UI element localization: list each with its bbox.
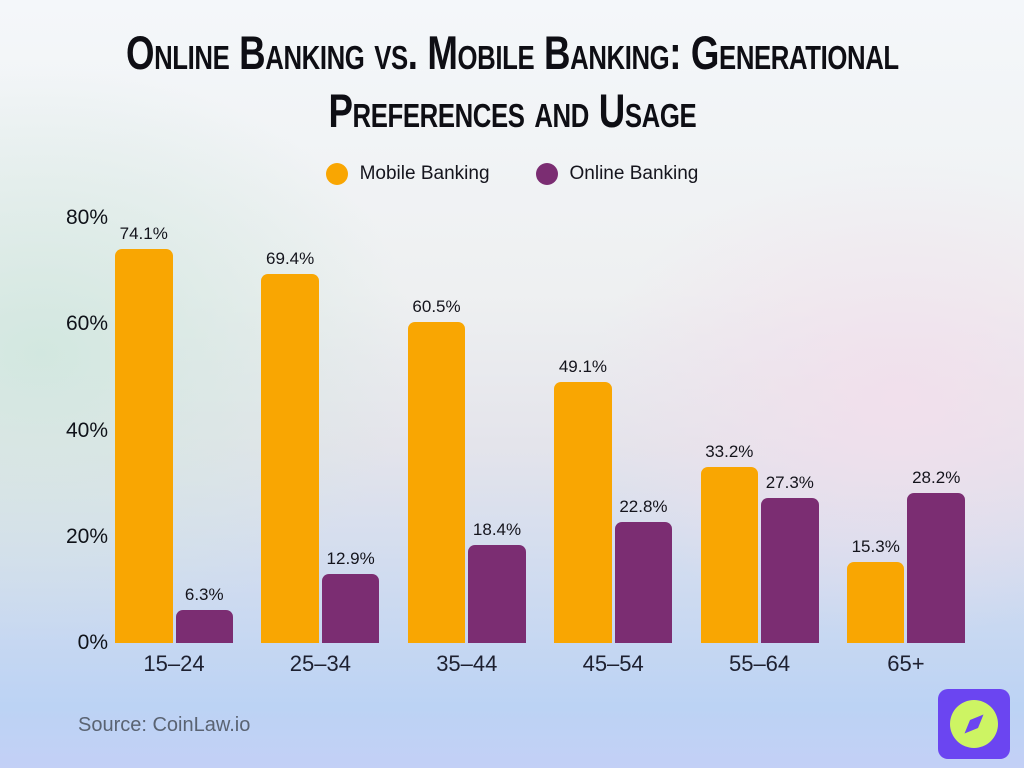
legend-label: Online Banking bbox=[569, 163, 699, 184]
bar-mobile-banking: 60.5% bbox=[407, 297, 466, 643]
bar-group: 33.2% 27.3% 55–64 bbox=[700, 218, 819, 676]
bar-value-label: 22.8% bbox=[619, 496, 668, 516]
bar-online-banking: 12.9% bbox=[321, 549, 380, 643]
bar-online-banking: 6.3% bbox=[175, 585, 233, 643]
bar-mobile-banking: 15.3% bbox=[846, 537, 905, 643]
bar-value-label: 74.1% bbox=[119, 224, 168, 244]
legend-item-mobile-banking: Mobile Banking bbox=[325, 163, 490, 185]
bar-value-label: 28.2% bbox=[912, 468, 961, 488]
legend-item-online-banking: Online Banking bbox=[535, 163, 699, 185]
bar-value-label: 15.3% bbox=[851, 536, 900, 556]
bar-group: 60.5% 18.4% 35–44 bbox=[407, 218, 526, 676]
online-banking-swatch-icon bbox=[535, 163, 558, 185]
x-axis-label: 15–24 bbox=[143, 651, 205, 676]
x-axis-label: 35–44 bbox=[436, 651, 498, 676]
bar-value-label: 33.2% bbox=[705, 441, 754, 461]
y-axis: 0% 20% 40% 60% 80% bbox=[30, 206, 108, 654]
bar-value-label: 60.5% bbox=[412, 296, 461, 316]
compass-icon bbox=[950, 700, 998, 748]
plot-area: 74.1% 6.3% 15–24 69.4% 12.9% 25–34 60.5% 18.4% 3… bbox=[115, 218, 965, 676]
x-axis-label: 65+ bbox=[887, 651, 925, 676]
bar-value-label: 49.1% bbox=[558, 357, 608, 377]
bar-group: 15.3% 28.2% 65+ bbox=[846, 218, 965, 676]
bar-online-banking: 22.8% bbox=[614, 497, 673, 643]
bar-mobile-banking: 49.1% bbox=[554, 357, 612, 643]
bar-mobile-banking: 33.2% bbox=[700, 442, 759, 643]
y-axis-tick: 40% bbox=[65, 418, 108, 442]
x-axis-label: 55–64 bbox=[728, 651, 791, 676]
bar-group: 49.1% 22.8% 45–54 bbox=[554, 218, 673, 676]
bar-value-label: 27.3% bbox=[765, 472, 814, 492]
page-title-text: Online Banking vs. Mobile Banking: Gener… bbox=[125, 26, 899, 138]
x-axis-label: 25–34 bbox=[289, 651, 351, 676]
x-axis-label: 45–54 bbox=[582, 651, 644, 676]
bar-value-label: 18.4% bbox=[472, 520, 522, 540]
bar-mobile-banking: 69.4% bbox=[261, 249, 319, 643]
mobile-banking-swatch-icon bbox=[325, 163, 348, 185]
chart-legend: Mobile Banking Online Banking bbox=[0, 163, 1024, 185]
y-axis-tick: 80% bbox=[65, 206, 108, 229]
bar-value-label: 12.9% bbox=[326, 549, 375, 569]
y-axis-tick: 20% bbox=[65, 524, 108, 548]
bar-group: 74.1% 6.3% 15–24 bbox=[115, 218, 233, 676]
source-credit: Source: CoinLaw.io bbox=[78, 714, 251, 736]
page-title: Online Banking vs. Mobile Banking: Gener… bbox=[0, 24, 1024, 141]
bar-online-banking: 18.4% bbox=[468, 520, 526, 643]
y-axis-tick: 60% bbox=[65, 312, 108, 336]
y-axis-tick: 0% bbox=[77, 631, 108, 654]
bar-online-banking: 27.3% bbox=[761, 473, 819, 643]
bar-group: 69.4% 12.9% 25–34 bbox=[261, 218, 380, 676]
coinlaw-logo bbox=[938, 689, 1010, 759]
bar-value-label: 6.3% bbox=[184, 584, 224, 604]
legend-label: Mobile Banking bbox=[359, 163, 490, 184]
bar-value-label: 69.4% bbox=[266, 249, 315, 269]
bar-mobile-banking: 74.1% bbox=[115, 224, 173, 643]
bar-online-banking: 28.2% bbox=[907, 468, 965, 643]
